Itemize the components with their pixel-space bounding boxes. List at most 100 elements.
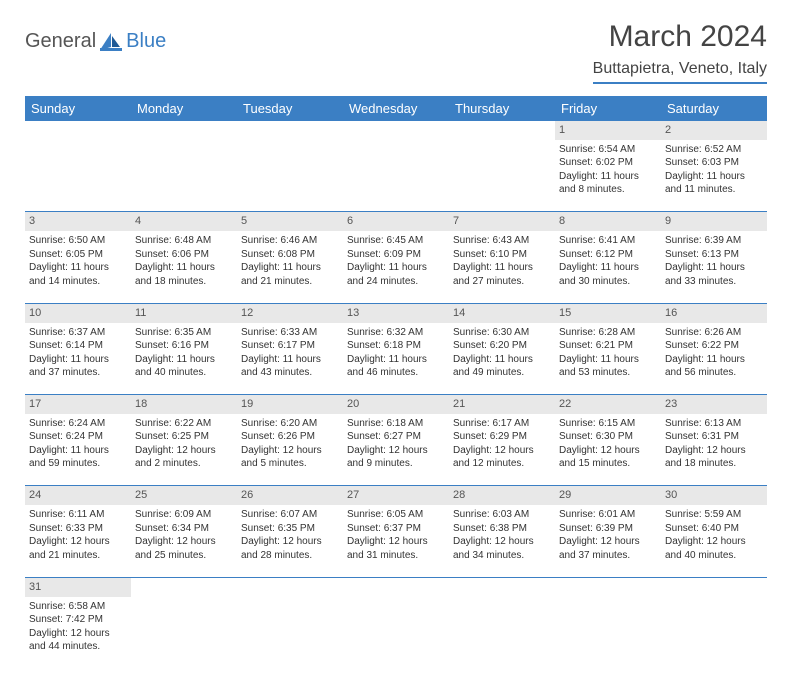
logo-text-blue: Blue	[126, 30, 166, 53]
day-cell: Sunrise: 6:26 AMSunset: 6:22 PMDaylight:…	[661, 323, 767, 395]
sunrise-text: Sunrise: 6:05 AM	[347, 508, 445, 522]
sunset-text: Sunset: 6:10 PM	[453, 248, 551, 262]
day-cell: Sunrise: 6:39 AMSunset: 6:13 PMDaylight:…	[661, 231, 767, 303]
sunrise-text: Sunrise: 5:59 AM	[665, 508, 763, 522]
sunset-text: Sunset: 6:20 PM	[453, 339, 551, 353]
sunset-text: Sunset: 6:27 PM	[347, 430, 445, 444]
title-block: March 2024 Buttapietra, Veneto, Italy	[593, 20, 767, 84]
sunrise-text: Sunrise: 6:26 AM	[665, 326, 763, 340]
sunrise-text: Sunrise: 6:15 AM	[559, 417, 657, 431]
day-number	[449, 577, 555, 596]
day-number: 13	[343, 303, 449, 322]
day-number: 29	[555, 486, 661, 505]
daylight-text: Daylight: 11 hours and 30 minutes.	[559, 261, 657, 288]
day-number: 31	[25, 577, 131, 596]
month-title: March 2024	[593, 20, 767, 54]
day-cell: Sunrise: 6:22 AMSunset: 6:25 PMDaylight:…	[131, 414, 237, 486]
day-number: 7	[449, 212, 555, 231]
day-cell: Sunrise: 6:30 AMSunset: 6:20 PMDaylight:…	[449, 323, 555, 395]
daylight-text: Daylight: 11 hours and 8 minutes.	[559, 170, 657, 197]
day-number: 3	[25, 212, 131, 231]
day-number	[661, 577, 767, 596]
sunrise-text: Sunrise: 6:24 AM	[29, 417, 127, 431]
sunrise-text: Sunrise: 6:39 AM	[665, 234, 763, 248]
sunset-text: Sunset: 6:08 PM	[241, 248, 339, 262]
day-cell: Sunrise: 6:05 AMSunset: 6:37 PMDaylight:…	[343, 505, 449, 577]
daylight-text: Daylight: 11 hours and 40 minutes.	[135, 353, 233, 380]
day-cell	[131, 597, 237, 669]
logo-text-general: General	[25, 30, 96, 53]
day-cell: Sunrise: 6:09 AMSunset: 6:34 PMDaylight:…	[131, 505, 237, 577]
day-cell: Sunrise: 6:28 AMSunset: 6:21 PMDaylight:…	[555, 323, 661, 395]
day-cell: Sunrise: 6:18 AMSunset: 6:27 PMDaylight:…	[343, 414, 449, 486]
daylight-text: Daylight: 11 hours and 56 minutes.	[665, 353, 763, 380]
day-cell: Sunrise: 6:48 AMSunset: 6:06 PMDaylight:…	[131, 231, 237, 303]
sunset-text: Sunset: 6:18 PM	[347, 339, 445, 353]
day-number: 5	[237, 212, 343, 231]
sunrise-text: Sunrise: 6:37 AM	[29, 326, 127, 340]
sail-icon	[100, 33, 122, 51]
daylight-text: Daylight: 11 hours and 14 minutes.	[29, 261, 127, 288]
weekday-header: Saturday	[661, 96, 767, 121]
sunset-text: Sunset: 6:22 PM	[665, 339, 763, 353]
sunrise-text: Sunrise: 6:09 AM	[135, 508, 233, 522]
day-number: 8	[555, 212, 661, 231]
day-number	[237, 577, 343, 596]
daylight-text: Daylight: 12 hours and 15 minutes.	[559, 444, 657, 471]
sunset-text: Sunset: 6:09 PM	[347, 248, 445, 262]
weekday-header-row: SundayMondayTuesdayWednesdayThursdayFrid…	[25, 96, 767, 121]
day-cell	[343, 140, 449, 212]
day-cell	[25, 140, 131, 212]
day-cell: Sunrise: 6:58 AMSunset: 7:42 PMDaylight:…	[25, 597, 131, 669]
day-cell: Sunrise: 6:52 AMSunset: 6:03 PMDaylight:…	[661, 140, 767, 212]
day-number	[25, 121, 131, 140]
day-cell: Sunrise: 6:13 AMSunset: 6:31 PMDaylight:…	[661, 414, 767, 486]
day-cell: Sunrise: 6:11 AMSunset: 6:33 PMDaylight:…	[25, 505, 131, 577]
sunset-text: Sunset: 6:39 PM	[559, 522, 657, 536]
day-cell: Sunrise: 6:41 AMSunset: 6:12 PMDaylight:…	[555, 231, 661, 303]
day-cell	[555, 597, 661, 669]
daylight-text: Daylight: 12 hours and 21 minutes.	[29, 535, 127, 562]
day-number: 15	[555, 303, 661, 322]
day-cell	[661, 597, 767, 669]
info-row: Sunrise: 6:37 AMSunset: 6:14 PMDaylight:…	[25, 323, 767, 395]
day-number: 17	[25, 395, 131, 414]
daylight-text: Daylight: 12 hours and 2 minutes.	[135, 444, 233, 471]
weekday-header: Wednesday	[343, 96, 449, 121]
day-number: 24	[25, 486, 131, 505]
day-cell: Sunrise: 6:17 AMSunset: 6:29 PMDaylight:…	[449, 414, 555, 486]
daylight-text: Daylight: 12 hours and 18 minutes.	[665, 444, 763, 471]
daylight-text: Daylight: 11 hours and 27 minutes.	[453, 261, 551, 288]
daynum-row: 3456789	[25, 212, 767, 231]
day-number: 12	[237, 303, 343, 322]
sunrise-text: Sunrise: 6:07 AM	[241, 508, 339, 522]
sunset-text: Sunset: 6:21 PM	[559, 339, 657, 353]
day-number: 21	[449, 395, 555, 414]
info-row: Sunrise: 6:54 AMSunset: 6:02 PMDaylight:…	[25, 140, 767, 212]
day-number: 1	[555, 121, 661, 140]
sunset-text: Sunset: 6:25 PM	[135, 430, 233, 444]
sunrise-text: Sunrise: 6:20 AM	[241, 417, 339, 431]
weekday-header: Monday	[131, 96, 237, 121]
daylight-text: Daylight: 11 hours and 49 minutes.	[453, 353, 551, 380]
weekday-header: Tuesday	[237, 96, 343, 121]
daylight-text: Daylight: 11 hours and 46 minutes.	[347, 353, 445, 380]
day-number: 20	[343, 395, 449, 414]
day-number	[131, 577, 237, 596]
sunset-text: Sunset: 6:26 PM	[241, 430, 339, 444]
info-row: Sunrise: 6:58 AMSunset: 7:42 PMDaylight:…	[25, 597, 767, 669]
daylight-text: Daylight: 11 hours and 33 minutes.	[665, 261, 763, 288]
daylight-text: Daylight: 11 hours and 11 minutes.	[665, 170, 763, 197]
day-cell: Sunrise: 6:54 AMSunset: 6:02 PMDaylight:…	[555, 140, 661, 212]
sunrise-text: Sunrise: 6:11 AM	[29, 508, 127, 522]
daynum-row: 31	[25, 577, 767, 596]
daynum-row: 12	[25, 121, 767, 140]
daylight-text: Daylight: 12 hours and 5 minutes.	[241, 444, 339, 471]
sunset-text: Sunset: 6:03 PM	[665, 156, 763, 170]
weekday-header: Thursday	[449, 96, 555, 121]
day-number: 6	[343, 212, 449, 231]
header: General Blue March 2024 Buttapietra, Ven…	[25, 20, 767, 84]
daylight-text: Daylight: 11 hours and 53 minutes.	[559, 353, 657, 380]
daylight-text: Daylight: 12 hours and 25 minutes.	[135, 535, 233, 562]
sunrise-text: Sunrise: 6:17 AM	[453, 417, 551, 431]
